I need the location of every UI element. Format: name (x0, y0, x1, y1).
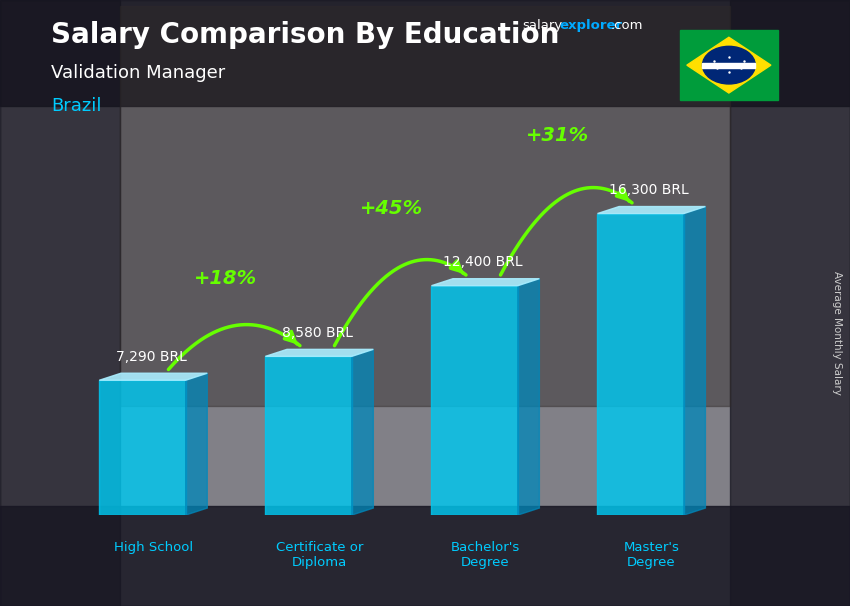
Polygon shape (265, 349, 373, 356)
Polygon shape (432, 285, 518, 515)
Text: 16,300 BRL: 16,300 BRL (609, 183, 689, 198)
Text: 8,580 BRL: 8,580 BRL (281, 326, 353, 340)
Bar (0, 506, 850, 606)
Text: .com: .com (610, 19, 643, 32)
Polygon shape (99, 380, 185, 515)
Bar (0, 0, 850, 106)
Text: salary: salary (523, 19, 563, 32)
Polygon shape (432, 279, 540, 285)
Circle shape (702, 46, 756, 84)
Text: Average Monthly Salary: Average Monthly Salary (832, 271, 842, 395)
Bar (702, 63, 756, 68)
Text: 12,400 BRL: 12,400 BRL (444, 256, 523, 270)
Bar (0, 0, 120, 606)
Polygon shape (99, 373, 207, 380)
Text: Certificate or
Diploma: Certificate or Diploma (275, 541, 363, 569)
Polygon shape (352, 349, 373, 515)
Text: Validation Manager: Validation Manager (51, 64, 225, 82)
Text: 7,290 BRL: 7,290 BRL (116, 350, 187, 364)
Bar (730, 0, 850, 606)
Text: explorer: explorer (559, 19, 622, 32)
Polygon shape (598, 207, 706, 213)
Bar (120, 6, 730, 406)
Polygon shape (598, 213, 684, 515)
Text: +31%: +31% (526, 127, 590, 145)
Polygon shape (687, 38, 771, 93)
Text: Salary Comparison By Education: Salary Comparison By Education (51, 21, 559, 49)
Text: Brazil: Brazil (51, 97, 101, 115)
Text: High School: High School (114, 541, 193, 554)
Polygon shape (185, 373, 207, 515)
Text: Master's
Degree: Master's Degree (624, 541, 679, 569)
Polygon shape (684, 207, 705, 515)
Text: +45%: +45% (360, 199, 423, 218)
Polygon shape (265, 356, 352, 515)
Polygon shape (518, 279, 540, 515)
Text: Bachelor's
Degree: Bachelor's Degree (450, 541, 520, 569)
Text: +18%: +18% (195, 269, 258, 288)
